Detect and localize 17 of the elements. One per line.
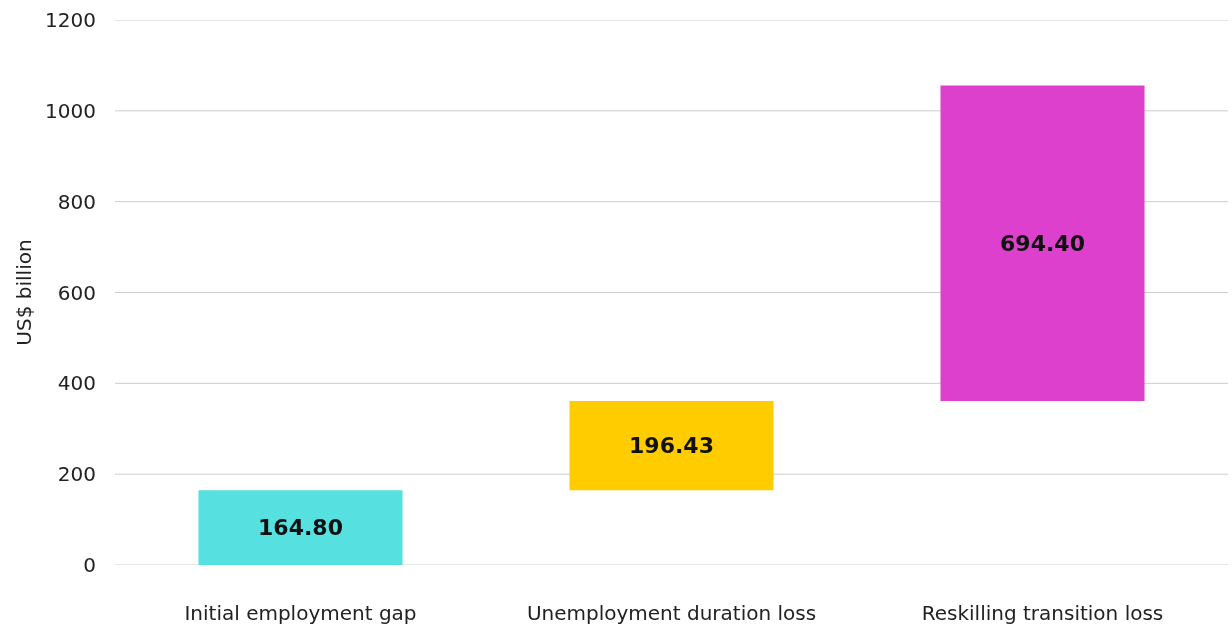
x-tick-label: Unemployment duration loss — [526, 601, 817, 625]
y-tick-label: 1000 — [45, 98, 96, 123]
y-tick-label: 0 — [83, 553, 96, 577]
bar — [940, 85, 1145, 401]
data-label: 694.40 — [1000, 230, 1085, 256]
x-tick-label: Reskilling transition loss — [921, 601, 1164, 625]
bar — [569, 400, 774, 491]
y-axis-title: US$ billion — [11, 239, 36, 346]
y-tick-label: 400 — [57, 371, 96, 396]
y-tick-label: 200 — [57, 462, 96, 487]
y-tick-label: 1200 — [45, 8, 96, 32]
y-tick-label: 800 — [57, 189, 96, 214]
y-tick-label: 600 — [57, 280, 96, 305]
x-tick-label: Initial employment gap — [184, 601, 417, 625]
bar — [198, 490, 403, 565]
data-label: 164.80 — [258, 515, 343, 541]
data-label: 196.43 — [629, 433, 714, 459]
